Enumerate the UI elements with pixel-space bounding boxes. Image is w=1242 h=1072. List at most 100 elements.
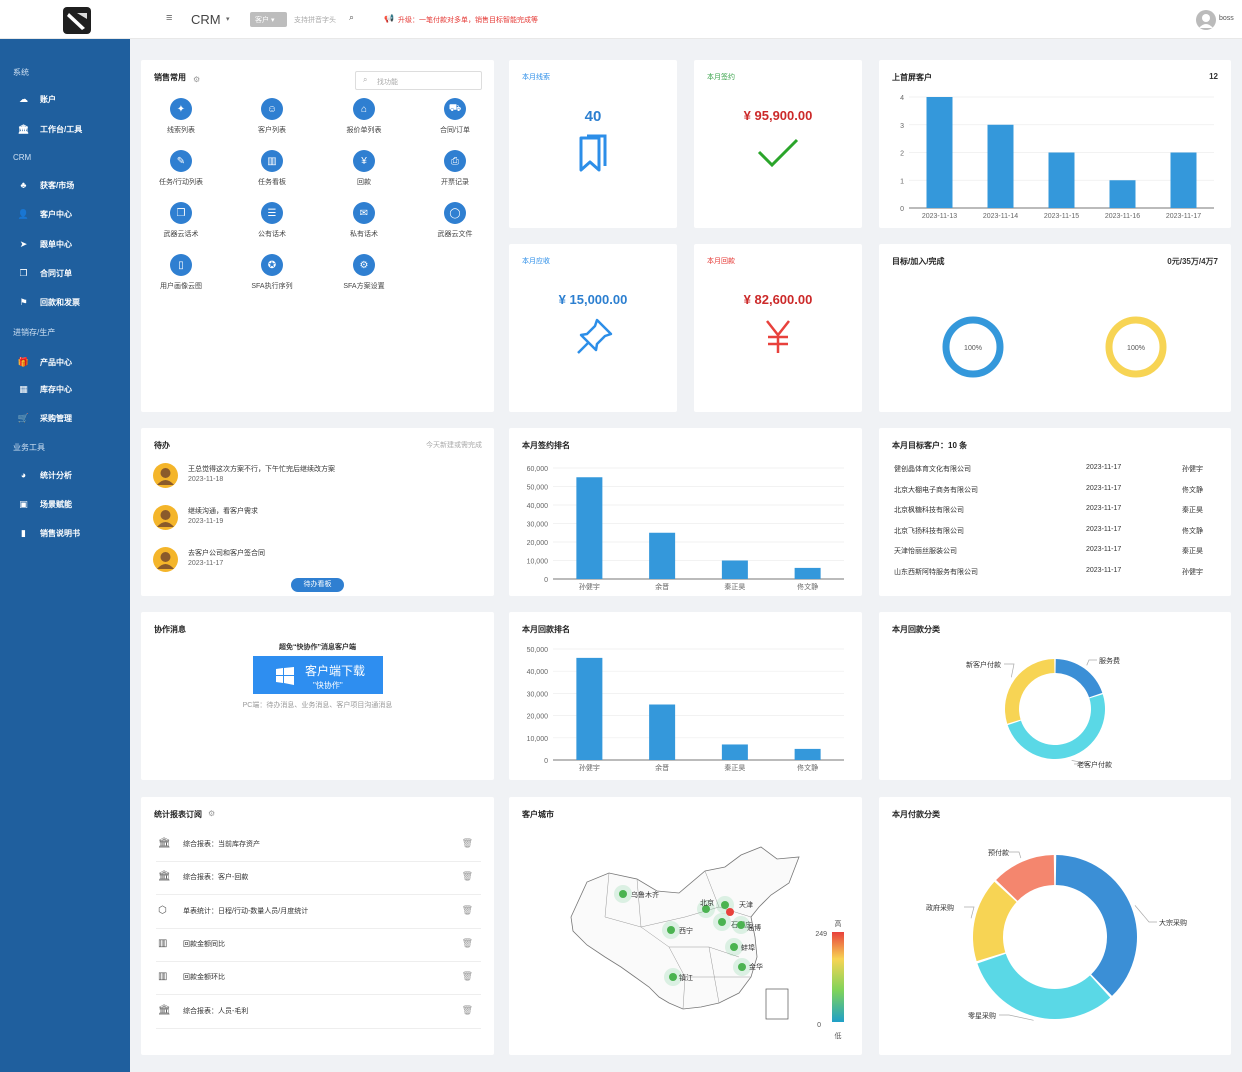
city-marker[interactable] bbox=[619, 890, 627, 898]
todo-item[interactable]: 继续沟通，看客户需求 2023-11-19 bbox=[153, 503, 483, 533]
customer-name[interactable]: 天津怡丽丝服装公司 bbox=[894, 548, 957, 555]
report-item[interactable]: 🏛 综合报表：当前库存资产 🗑 bbox=[156, 829, 481, 862]
donut-slice[interactable] bbox=[1007, 694, 1105, 759]
notice-text[interactable]: 升级：一笔付款对多单，销售目标智能完成等 bbox=[398, 17, 538, 24]
customer-name[interactable]: 北京飞扬科技有限公司 bbox=[894, 527, 964, 535]
report-item[interactable]: ▥ 回款金额同比 🗑 bbox=[156, 929, 481, 962]
y-tick-label: 4 bbox=[900, 95, 904, 102]
app-title[interactable]: CRM bbox=[191, 12, 221, 27]
trash-icon[interactable]: 🗑 bbox=[461, 937, 473, 948]
report-item[interactable]: ▥ 回款金额环比 🗑 bbox=[156, 962, 481, 996]
quick-item[interactable]: ❒ 武器云话术 bbox=[151, 202, 211, 239]
bar[interactable] bbox=[721, 744, 748, 760]
username[interactable]: boss bbox=[1219, 15, 1234, 22]
customer-select[interactable]: 客户 ▾ bbox=[250, 12, 287, 27]
bar[interactable] bbox=[721, 560, 748, 580]
city-marker[interactable] bbox=[718, 918, 726, 926]
sidebar-item[interactable]: ❐ 合同订单 bbox=[18, 266, 72, 280]
donut-slice[interactable] bbox=[977, 953, 1111, 1019]
bar[interactable] bbox=[576, 657, 603, 760]
sidebar-item[interactable]: ▣ 场景赋能 bbox=[18, 497, 72, 511]
todo-board-button[interactable]: 待办看板 bbox=[291, 578, 344, 592]
report-item[interactable]: ⬡ 单表统计：日程/行动-数量人员/月度统计 🗑 bbox=[156, 896, 481, 929]
quick-item[interactable]: ✦ 线索列表 bbox=[151, 98, 211, 135]
collected-card[interactable]: 本月回款 ¥ 82,600.00 bbox=[694, 244, 862, 412]
search-icon[interactable]: ⌕ bbox=[349, 12, 355, 22]
customer-name[interactable]: 健创晶体育文化有限公司 bbox=[894, 466, 971, 473]
sidebar-item[interactable]: ☁ 账户 bbox=[18, 92, 56, 106]
customer-name[interactable]: 北京大棚电子商务有限公司 bbox=[894, 486, 978, 494]
quick-item[interactable]: ◯ 武器云文件 bbox=[425, 202, 485, 239]
trash-icon[interactable]: 🗑 bbox=[461, 971, 473, 982]
sidebar-item[interactable]: ▦ 库存中心 bbox=[18, 382, 72, 396]
bar[interactable] bbox=[794, 567, 821, 579]
trash-icon[interactable]: 🗑 bbox=[461, 1004, 473, 1015]
menu-icon[interactable]: ≡ bbox=[166, 12, 173, 24]
donut-slice[interactable] bbox=[973, 881, 1017, 962]
quick-item[interactable]: ⌂ 报价单列表 bbox=[334, 98, 394, 135]
trash-icon[interactable]: 🗑 bbox=[461, 838, 473, 848]
bar[interactable] bbox=[1048, 152, 1075, 209]
report-item[interactable]: 🏛 综合报表：人员-毛利 🗑 bbox=[156, 996, 481, 1029]
trash-icon[interactable]: 🗑 bbox=[461, 871, 473, 882]
city-marker[interactable] bbox=[730, 943, 738, 951]
signed-card[interactable]: 本月签约 ¥ 95,900.00 bbox=[694, 60, 862, 228]
chevron-down-icon[interactable]: ▾ bbox=[226, 16, 230, 23]
quick-item[interactable]: ✉ 私有话术 bbox=[334, 202, 394, 239]
trash-icon[interactable]: 🗑 bbox=[461, 904, 473, 915]
quick-item[interactable]: ✎ 任务/行动列表 bbox=[151, 150, 211, 187]
bar[interactable] bbox=[1109, 180, 1136, 208]
quick-item[interactable]: ☰ 公有话术 bbox=[242, 202, 302, 239]
bar[interactable] bbox=[649, 532, 676, 579]
city-marker[interactable] bbox=[669, 973, 677, 981]
leads-card[interactable]: 本月线索 40 bbox=[509, 60, 677, 228]
quick-item[interactable]: ▥ 任务看板 bbox=[242, 150, 302, 187]
avatar[interactable] bbox=[1196, 10, 1216, 30]
quick-item[interactable]: ⛟ 合同/订单 bbox=[425, 98, 485, 135]
quick-item[interactable]: ☺ 客户列表 bbox=[242, 98, 302, 135]
quick-item[interactable]: ⚙ SFA方案设置 bbox=[334, 254, 394, 291]
sidebar-item[interactable]: 🛒 采购管理 bbox=[18, 411, 72, 425]
quick-item[interactable]: ¥ 回款 bbox=[334, 150, 394, 187]
city-marker-hot[interactable] bbox=[726, 908, 734, 916]
sidebar-item[interactable]: 🎁 产品中心 bbox=[18, 355, 72, 369]
quick-item[interactable]: ⎙ 开票记录 bbox=[425, 150, 485, 187]
customer-name[interactable]: 山东西斯阿特服务有限公司 bbox=[894, 568, 978, 576]
bar[interactable] bbox=[987, 124, 1014, 208]
client-download-button[interactable]: 客户端下载 "快协作" bbox=[253, 656, 383, 694]
city-marker[interactable] bbox=[738, 963, 746, 971]
todo-item[interactable]: 去客户公司和客户签合同 2023-11-17 bbox=[153, 545, 483, 575]
quick-item[interactable]: ▯ 用户画像云图 bbox=[151, 254, 211, 291]
sidebar-item[interactable]: ⚑ 回款和发票 bbox=[18, 295, 80, 309]
sidebar-item[interactable]: 👤 客户中心 bbox=[18, 207, 72, 221]
donut-slice[interactable] bbox=[1005, 659, 1055, 724]
sidebar-item[interactable]: ◕ 统计分析 bbox=[18, 468, 72, 482]
sidebar-item[interactable]: ➤ 跟单中心 bbox=[18, 237, 72, 251]
receivable-card[interactable]: 本月应收 ¥ 15,000.00 bbox=[509, 244, 677, 412]
bar[interactable] bbox=[576, 477, 603, 579]
bar[interactable] bbox=[926, 97, 953, 208]
gear-icon[interactable]: ⚙ bbox=[208, 809, 216, 818]
donut-slice[interactable] bbox=[1055, 855, 1137, 996]
donut-slice[interactable] bbox=[1055, 659, 1103, 698]
donut-slice[interactable] bbox=[996, 855, 1055, 901]
function-search-input[interactable]: ⌕ 找功能 bbox=[355, 71, 482, 90]
city-marker[interactable] bbox=[737, 921, 745, 929]
report-item[interactable]: 🏛 综合报表：客户-回款 🗑 bbox=[156, 862, 481, 896]
app-logo[interactable] bbox=[63, 7, 91, 34]
customer-name[interactable]: 北京枫糖科技有限公司 bbox=[894, 507, 964, 514]
city-marker[interactable] bbox=[702, 905, 710, 913]
bar[interactable] bbox=[1170, 152, 1197, 209]
city-marker[interactable] bbox=[721, 901, 729, 909]
quick-item[interactable]: ✪ SFA执行序列 bbox=[242, 254, 302, 291]
bar[interactable] bbox=[649, 704, 676, 761]
sidebar-item[interactable]: 🏛 工作台/工具 bbox=[18, 122, 82, 136]
city-marker[interactable] bbox=[667, 926, 675, 934]
search-input[interactable]: 支持拼音字头 bbox=[294, 17, 336, 24]
todo-item[interactable]: 王总觉得这次方案不行，下午忙完后继续改方案 2023-11-18 bbox=[153, 461, 483, 491]
gear-icon[interactable]: ⚙ bbox=[193, 75, 201, 84]
bar[interactable] bbox=[794, 748, 821, 760]
x-tick-label: 2023-11-14 bbox=[983, 213, 1018, 220]
sidebar-item[interactable]: ▮ 销售说明书 bbox=[18, 526, 80, 540]
sidebar-item[interactable]: ♣ 获客/市场 bbox=[18, 178, 75, 192]
